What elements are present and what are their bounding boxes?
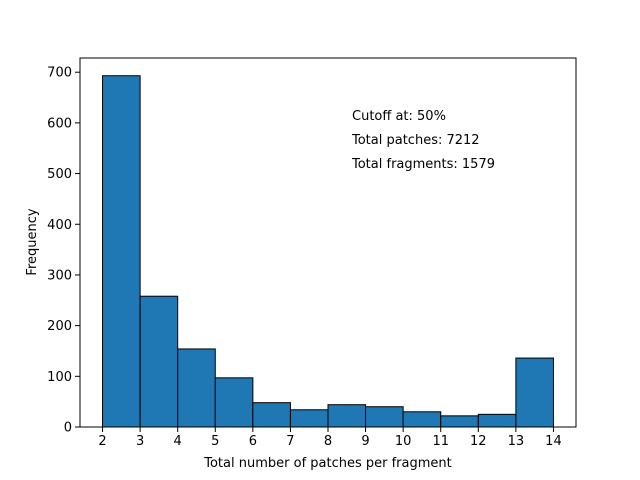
y-tick-label: 300 [47, 268, 72, 283]
y-tick-label: 600 [47, 116, 72, 131]
y-axis-ticks: 0 100 200 300 400 500 600 700 [47, 66, 80, 436]
y-tick-label: 0 [64, 421, 72, 436]
y-tick-label: 700 [47, 66, 72, 81]
x-tick-label: 5 [211, 434, 219, 449]
histogram-bar [102, 75, 141, 428]
histogram-bar [515, 357, 554, 428]
histogram-bar [139, 295, 179, 428]
x-tick-label: 11 [432, 434, 449, 449]
histogram-bar [327, 404, 367, 428]
x-tick-label: 4 [174, 434, 182, 449]
y-tick-label: 500 [47, 167, 72, 182]
x-tick-label: 3 [136, 434, 144, 449]
y-tick-label: 400 [47, 218, 72, 233]
annotation-total-fragments: Total fragments: 1579 [351, 157, 495, 172]
histogram-bar [177, 348, 216, 428]
bars-group [102, 75, 554, 428]
y-tick-label: 200 [47, 319, 72, 334]
histogram-bar [477, 413, 517, 428]
y-tick-label: 100 [47, 370, 72, 385]
x-tick-label: 14 [545, 434, 562, 449]
x-tick-label: 12 [470, 434, 487, 449]
y-axis-label: Frequency [25, 208, 40, 275]
histogram-bar [402, 411, 442, 428]
x-tick-label: 9 [361, 434, 369, 449]
histogram-bar [252, 402, 291, 428]
histogram-bar [440, 415, 479, 428]
histogram-bar [289, 409, 329, 428]
x-tick-label: 10 [395, 434, 412, 449]
x-tick-label: 6 [249, 434, 257, 449]
x-tick-label: 7 [286, 434, 294, 449]
x-tick-label: 8 [324, 434, 332, 449]
annotation-total-patches: Total patches: 7212 [351, 133, 480, 148]
x-axis-ticks: 2 3 4 5 6 7 8 9 10 11 12 13 14 [98, 427, 562, 449]
histogram-bar [365, 406, 404, 428]
x-axis-label: Total number of patches per fragment [203, 456, 452, 471]
annotation-cutoff: Cutoff at: 50% [352, 109, 446, 124]
x-tick-label: 13 [508, 434, 525, 449]
x-tick-label: 2 [98, 434, 106, 449]
histogram-bar [214, 377, 254, 428]
